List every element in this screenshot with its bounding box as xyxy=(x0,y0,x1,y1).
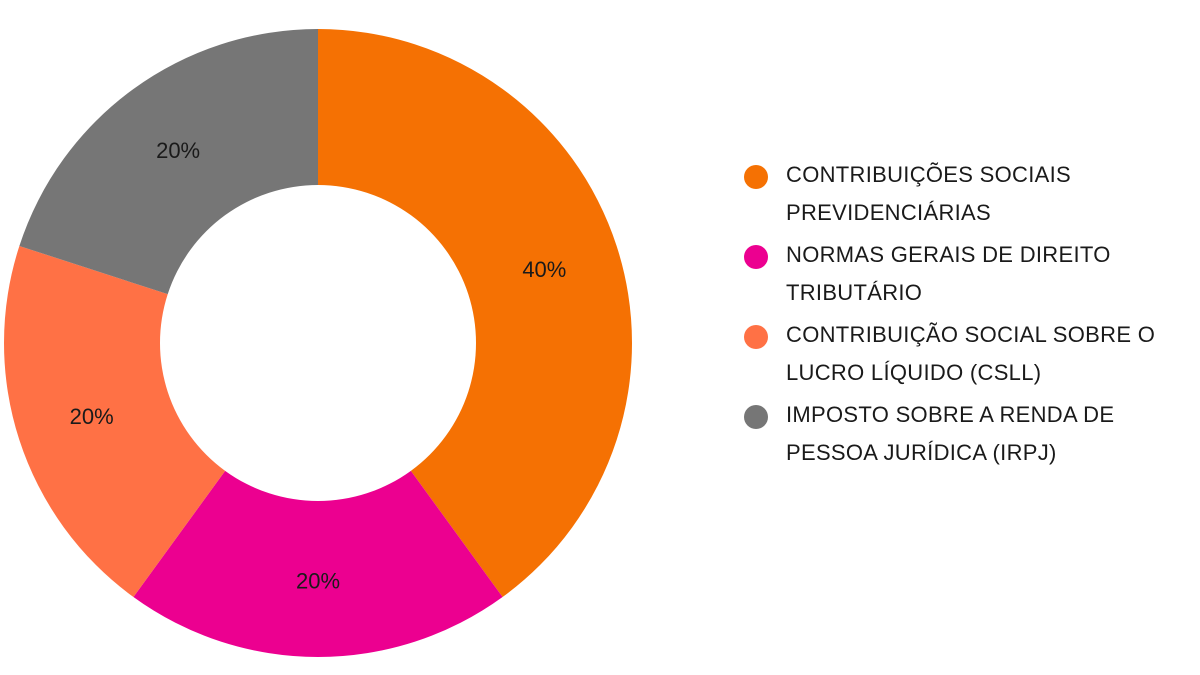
legend-item-3: IMPOSTO SOBRE A RENDA DE PESSOA JURÍDICA… xyxy=(744,402,1184,472)
legend-swatch-0 xyxy=(744,165,768,189)
donut-slice-0 xyxy=(318,29,632,598)
legend-swatch-1 xyxy=(744,245,768,269)
slice-value-label-3: 20% xyxy=(156,138,200,163)
legend-label-1: NORMAS GERAIS DE DIREITO TRIBUTÁRIO xyxy=(786,242,1111,305)
slice-value-label-2: 20% xyxy=(70,404,114,429)
legend-label-0: CONTRIBUIÇÕES SOCIAIS PREVIDENCIÁRIAS xyxy=(786,162,1072,225)
legend-label-2: CONTRIBUIÇÃO SOCIAL SOBRE O LUCRO LÍQUID… xyxy=(786,322,1156,385)
slice-value-label-0: 40% xyxy=(522,257,566,282)
legend-swatch-3 xyxy=(744,405,768,429)
legend-swatch-2 xyxy=(744,325,768,349)
chart-legend: CONTRIBUIÇÕES SOCIAIS PREVIDENCIÁRIAS NOR… xyxy=(744,162,1184,482)
legend-item-1: NORMAS GERAIS DE DIREITO TRIBUTÁRIO xyxy=(744,242,1184,312)
donut-slices xyxy=(3,29,632,657)
donut-slice-3 xyxy=(19,29,318,295)
donut-slice-labels: 40% 20% 20% 20% xyxy=(70,138,567,594)
legend-label-3: IMPOSTO SOBRE A RENDA DE PESSOA JURÍDICA… xyxy=(786,402,1115,465)
legend-item-2: CONTRIBUIÇÃO SOCIAL SOBRE O LUCRO LÍQUID… xyxy=(744,322,1184,392)
donut-chart-plot: 40% 20% 20% 20% xyxy=(3,29,632,657)
legend-item-0: CONTRIBUIÇÕES SOCIAIS PREVIDENCIÁRIAS xyxy=(744,162,1184,232)
donut-slice-2 xyxy=(3,245,226,598)
slice-value-label-1: 20% xyxy=(296,569,340,594)
donut-slice-1 xyxy=(133,470,503,657)
